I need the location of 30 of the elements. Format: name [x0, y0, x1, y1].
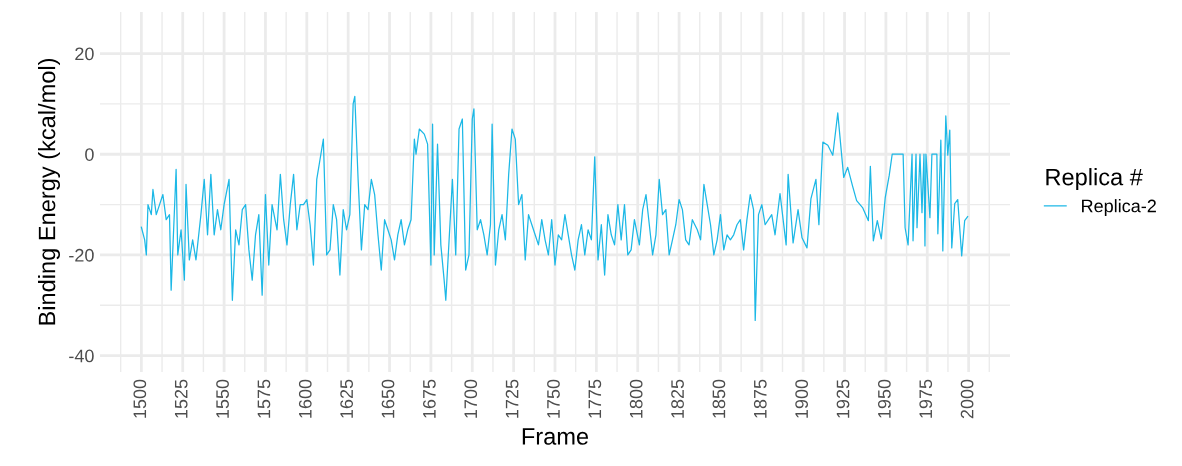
x-tick-label: 1625 — [340, 379, 354, 418]
x-tick-label: 1700 — [464, 379, 478, 418]
x-tick-label: 1675 — [422, 379, 436, 418]
x-tick-label: 1800 — [629, 379, 643, 418]
line-series — [140, 95, 969, 322]
x-tick-label: 1925 — [836, 379, 850, 418]
x-tick-label: 1525 — [174, 379, 188, 418]
x-tick-label: 1500 — [133, 379, 147, 418]
x-tick-label: 1750 — [547, 379, 560, 418]
x-tick-label: 2000 — [960, 379, 974, 419]
legend-label: Replica-2 — [1082, 199, 1156, 216]
x-tick-label: 1650 — [381, 379, 395, 418]
x-tick-label: 1975 — [919, 379, 933, 418]
x-tick-label: 1850 — [712, 379, 726, 418]
x-tick-label: 1900 — [795, 379, 809, 418]
x-axis-title: Frame — [522, 428, 589, 445]
x-tick-label: 1950 — [877, 379, 891, 418]
x-tick-label: 1875 — [753, 379, 767, 418]
legend-title: Replica # — [1046, 168, 1143, 191]
y-tick-label: 0 — [85, 148, 94, 161]
y-tick-label: 20 — [75, 47, 94, 61]
x-tick-label: 1825 — [671, 379, 684, 418]
x-tick-label: 1600 — [298, 379, 312, 418]
y-axis-title: Binding Energy (kcal/mol) — [38, 58, 61, 325]
x-tick-label: 1550 — [216, 379, 229, 418]
x-tick-label: 1725 — [505, 379, 519, 418]
y-tick-label: -20 — [69, 248, 94, 262]
x-tick-label: 1575 — [257, 379, 271, 418]
y-tick-label: -40 — [69, 349, 94, 363]
x-tick-label: 1775 — [588, 379, 602, 418]
